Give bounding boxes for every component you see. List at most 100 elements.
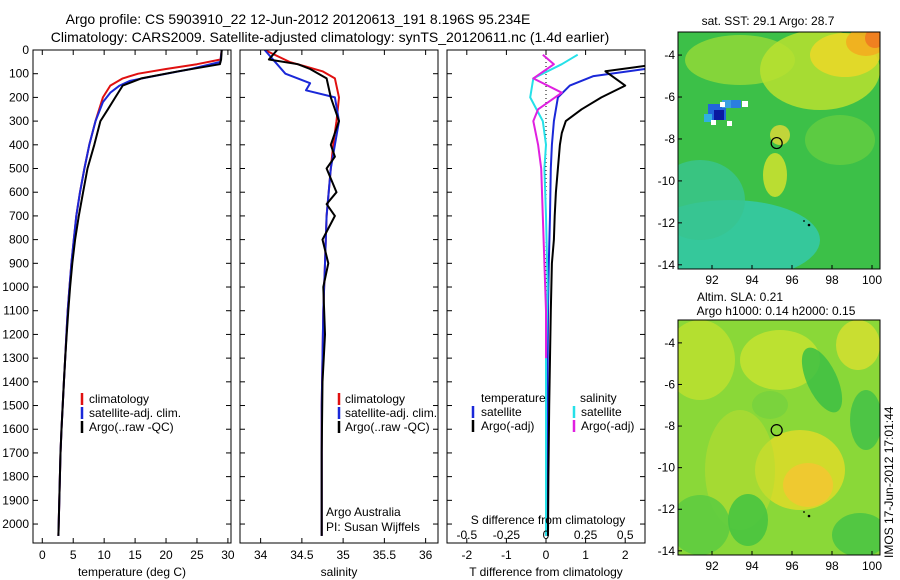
temperature-series-satellite-adj-clim- [57, 50, 223, 536]
difference-x-tick-label: -2 [461, 548, 472, 562]
t-diff-label: T difference from climatology [469, 565, 623, 579]
sst-map-y-tick-label: -12 [658, 216, 676, 230]
s-diff-tick-label: -0.25 [493, 528, 521, 542]
difference-series-salinity-argo-adj- [532, 53, 563, 359]
salinity-legend: climatology satellite-adj. clim. Argo(..… [337, 392, 437, 434]
sst-map-y-tick-label: -10 [658, 174, 676, 188]
legend-label-argo: Argo(..raw -QC) [345, 420, 430, 434]
depth-tick-label: 100 [9, 67, 29, 81]
salinity-series-satellite-adj-clim- [263, 50, 340, 536]
sst-map-x-tick-label: 92 [705, 273, 719, 287]
legend-label-climatology: climatology [345, 392, 405, 406]
sla-map-x-tick-label: 98 [825, 559, 839, 573]
sla-map-y-tick-label: -10 [658, 461, 676, 475]
depth-tick-label: 1200 [2, 327, 29, 341]
difference-x-tick-label: 0 [543, 548, 550, 562]
temperature-x-tick-label: 15 [128, 548, 142, 562]
depth-tick-label: 1600 [2, 422, 29, 436]
s-diff-label: S difference from climatology [471, 513, 626, 527]
sst-map-x-tick-label: 100 [862, 273, 882, 287]
temperature-x-tick-label: 20 [159, 548, 173, 562]
depth-tick-label: 500 [9, 162, 29, 176]
salinity-x-tick-label: 35 [336, 548, 350, 562]
temperature-x-tick-label: 5 [70, 548, 77, 562]
sst-map-x-tick-label: 96 [785, 273, 799, 287]
depth-tick-label: 600 [9, 185, 29, 199]
legend-label-s-argo: Argo(-adj) [581, 419, 634, 433]
sla-map-y-tick-label: -8 [664, 419, 675, 433]
legend-label-satellite-adj: satellite-adj. clim. [345, 406, 437, 420]
temperature-x-tick-label: 25 [190, 548, 204, 562]
sla-map-field [678, 320, 880, 555]
difference-panel: -2 -1 0 1 2 -0.5 -0.25 0 0.25 0.5 S difference f… [446, 49, 646, 579]
salinity-x-label: salinity [321, 565, 358, 579]
legend-label-t-satellite: satellite [481, 405, 522, 419]
sst-map-x-tick-label: 94 [745, 273, 759, 287]
depth-tick-label: 1400 [2, 375, 29, 389]
sla-map-y-tick-label: -4 [664, 336, 675, 350]
depth-tick-label: 1900 [2, 493, 29, 507]
legend-label-argo: Argo(..raw -QC) [89, 420, 174, 434]
s-diff-tick-label: 0 [543, 528, 550, 542]
sla-map-y-tick-label: -14 [658, 544, 676, 558]
title-line-1: Argo profile: CS 5903910_22 12-Jun-2012 … [66, 11, 531, 27]
depth-tick-label: 400 [9, 138, 29, 152]
depth-tick-label: 0 [22, 43, 29, 57]
sst-map-y-tick-label: -6 [664, 90, 675, 104]
depth-tick-label: 1700 [2, 446, 29, 460]
temperature-panel: 0100200300400500600700800900100011001200… [2, 43, 235, 579]
difference-x-tick-label: 2 [622, 548, 629, 562]
sla-map-subtitle: Argo h1000: 0.14 h2000: 0.15 [697, 304, 856, 318]
salinity-x-tick-label: 36 [419, 548, 433, 562]
depth-tick-label: 800 [9, 233, 29, 247]
legend-label-s-satellite: satellite [581, 405, 622, 419]
sst-map-y-tick-label: -14 [658, 258, 676, 272]
temperature-legend: climatology satellite-adj. clim. Argo(..… [80, 392, 181, 434]
sla-map-frame [677, 319, 881, 556]
sla-map-x-tick-label: 92 [705, 559, 719, 573]
difference-series-temperature-argo-adj- [547, 64, 645, 536]
depth-tick-label: 300 [9, 114, 29, 128]
depth-tick-label: 1500 [2, 399, 29, 413]
sst-map-panel: sat. SST: 29.1 Argo: 28.7 9 [658, 14, 883, 287]
salinity-panel: 34 34.5 35 35.5 36 salinity climatology sate… [239, 49, 439, 579]
legend-label-satellite-adj: satellite-adj. clim. [89, 406, 181, 420]
sst-map-title: sat. SST: 29.1 Argo: 28.7 [702, 14, 835, 28]
temperature-x-label: temperature (deg C) [78, 565, 186, 579]
sst-map-field [678, 32, 880, 269]
timestamp-side-label: IMOS 17-Jun-2012 17:01:44 [882, 406, 896, 558]
difference-legend: temperature salinity satellite Argo(-adj… [471, 391, 634, 433]
temperature-series-climatology [57, 50, 223, 536]
s-diff-tick-label: 0.5 [617, 528, 634, 542]
sla-map-title: Altim. SLA: 0.21 [697, 290, 783, 304]
difference-x-tick-label: 1 [582, 548, 589, 562]
difference-x-tick-label: -1 [501, 548, 512, 562]
legend-title-temperature: temperature [481, 391, 546, 405]
sst-map-frame [677, 31, 881, 270]
salinity-series-climatology [264, 50, 340, 536]
salinity-x-tick-label: 34 [254, 548, 268, 562]
depth-tick-label: 1100 [3, 304, 29, 318]
sla-map-x-tick-label: 100 [862, 559, 882, 573]
legend-label-climatology: climatology [89, 392, 149, 406]
credit-line-1: Argo Australia [326, 505, 401, 519]
sla-map-x-tick-label: 94 [745, 559, 759, 573]
depth-tick-label: 700 [9, 209, 29, 223]
depth-tick-label: 200 [9, 90, 29, 104]
depth-tick-label: 1000 [2, 280, 29, 294]
legend-label-t-argo: Argo(-adj) [481, 419, 534, 433]
credit-line-2: PI: Susan Wijffels [326, 520, 420, 534]
depth-tick-label: 1800 [2, 470, 29, 484]
temperature-x-tick-label: 10 [97, 548, 111, 562]
sst-map-y-tick-label: -8 [664, 132, 675, 146]
sla-map-argo-marker [770, 424, 783, 437]
title-line-2: Climatology: CARS2009. Satellite-adjuste… [51, 29, 609, 45]
s-diff-tick-label: 0.25 [574, 528, 598, 542]
temperature-axes-frame [32, 49, 232, 544]
depth-tick-label: 2000 [2, 517, 29, 531]
sst-map-argo-marker [770, 136, 783, 150]
temperature-series-argo-raw-qc- [57, 50, 223, 536]
temperature-x-tick-label: 0 [39, 548, 46, 562]
s-diff-tick-label: -0.5 [456, 528, 477, 542]
